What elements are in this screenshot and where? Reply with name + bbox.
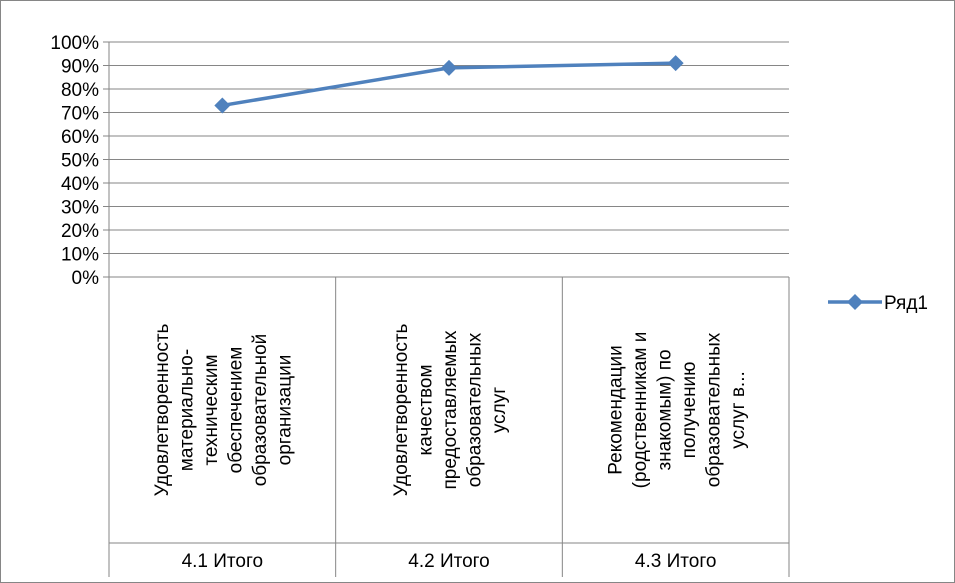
category-label-line: знакомым) по <box>654 349 675 470</box>
category-label-line: образовательных <box>703 332 724 487</box>
category-label-line: техническим <box>201 354 222 465</box>
y-tick-label: 20% <box>61 221 99 242</box>
y-tick-label: 50% <box>61 151 99 172</box>
y-tick-label: 10% <box>61 245 99 266</box>
category-label-line: Удовлетворенность <box>152 323 173 496</box>
y-tick-label: 80% <box>61 80 99 101</box>
y-tick-label: 60% <box>61 127 99 148</box>
y-tick-label: 70% <box>61 104 99 125</box>
category-label-line: (родственникам и <box>630 332 651 489</box>
category-label-line: услуг в... <box>728 371 749 449</box>
group-label: 4.3 Итого <box>635 551 716 572</box>
category-label-line: получению <box>679 362 700 459</box>
category-label-line: услуг <box>489 387 510 433</box>
y-tick-label: 0% <box>72 268 100 289</box>
y-tick-label: 30% <box>61 198 99 219</box>
category-label-line: образовательной <box>250 334 271 487</box>
legend-label: Ряд1 <box>884 293 928 314</box>
category-label-line: образовательных <box>465 332 486 487</box>
y-tick-label: 90% <box>61 57 99 78</box>
category-label-line: предоставляемых <box>440 330 461 490</box>
group-label: 4.1 Итого <box>182 551 263 572</box>
category-label-line: Удовлетворенность <box>391 323 412 496</box>
group-label: 4.2 Итого <box>408 551 489 572</box>
category-label-line: качеством <box>416 364 437 455</box>
category-label-line: Рекомендации <box>605 345 626 474</box>
category-label-line: организации <box>275 355 296 466</box>
y-tick-label: 100% <box>50 33 99 54</box>
y-tick-label: 40% <box>61 174 99 195</box>
category-label-line: обеспечением <box>226 347 247 474</box>
category-label-line: материально- <box>177 349 198 471</box>
